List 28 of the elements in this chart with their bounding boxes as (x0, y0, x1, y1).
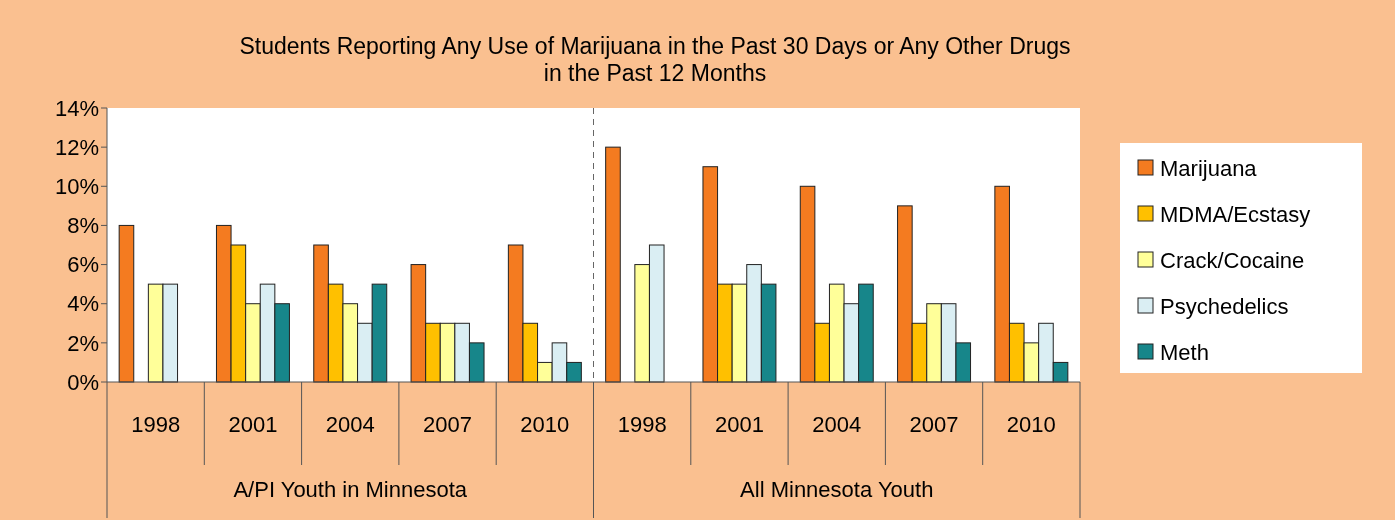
y-tick-label: 2% (67, 330, 99, 356)
text: A/PI Youth in Minnesota (233, 477, 468, 502)
x-tick-label: 2007 (909, 412, 959, 437)
bar (605, 146, 621, 383)
x-tick-label: 2004 (812, 412, 862, 437)
x-tick-label: 1998 (131, 412, 181, 437)
x-tick-label: 2010 (520, 412, 570, 437)
legend-label: Crack/Cocaine (1160, 247, 1305, 273)
bar (118, 224, 135, 383)
legend-label: Meth (1160, 339, 1209, 365)
x-tick-label: 2001 (714, 412, 764, 437)
chart-title: Students Reporting Any Use of Marijuana in the Past 30 Days or Any Other Drugs in the Past 12 Months (239, 33, 1071, 86)
y-tick-label: 6% (67, 252, 99, 278)
legend-label: MDMA/Ecstasy (1160, 201, 1311, 227)
x-tick-label: 2007 (423, 412, 473, 437)
x-tick-label: 1998 (617, 412, 667, 437)
x-tick-label: 2004 (325, 412, 375, 437)
y-tick-label: 8% (67, 213, 99, 239)
y-tick-label: 12% (54, 134, 99, 160)
legend-label: Psychedelics (1160, 293, 1289, 319)
text: All Minnesota Youth (740, 477, 934, 502)
y-tick-label: 14% (54, 95, 99, 121)
legend-label: Marijuana (1160, 155, 1258, 181)
y-tick-label: 0% (67, 369, 99, 395)
x-tick-label: 2001 (228, 412, 278, 437)
y-tick-label: 4% (67, 291, 99, 317)
x-tick-label: 2010 (1006, 412, 1056, 437)
y-tick-label: 10% (54, 173, 99, 199)
